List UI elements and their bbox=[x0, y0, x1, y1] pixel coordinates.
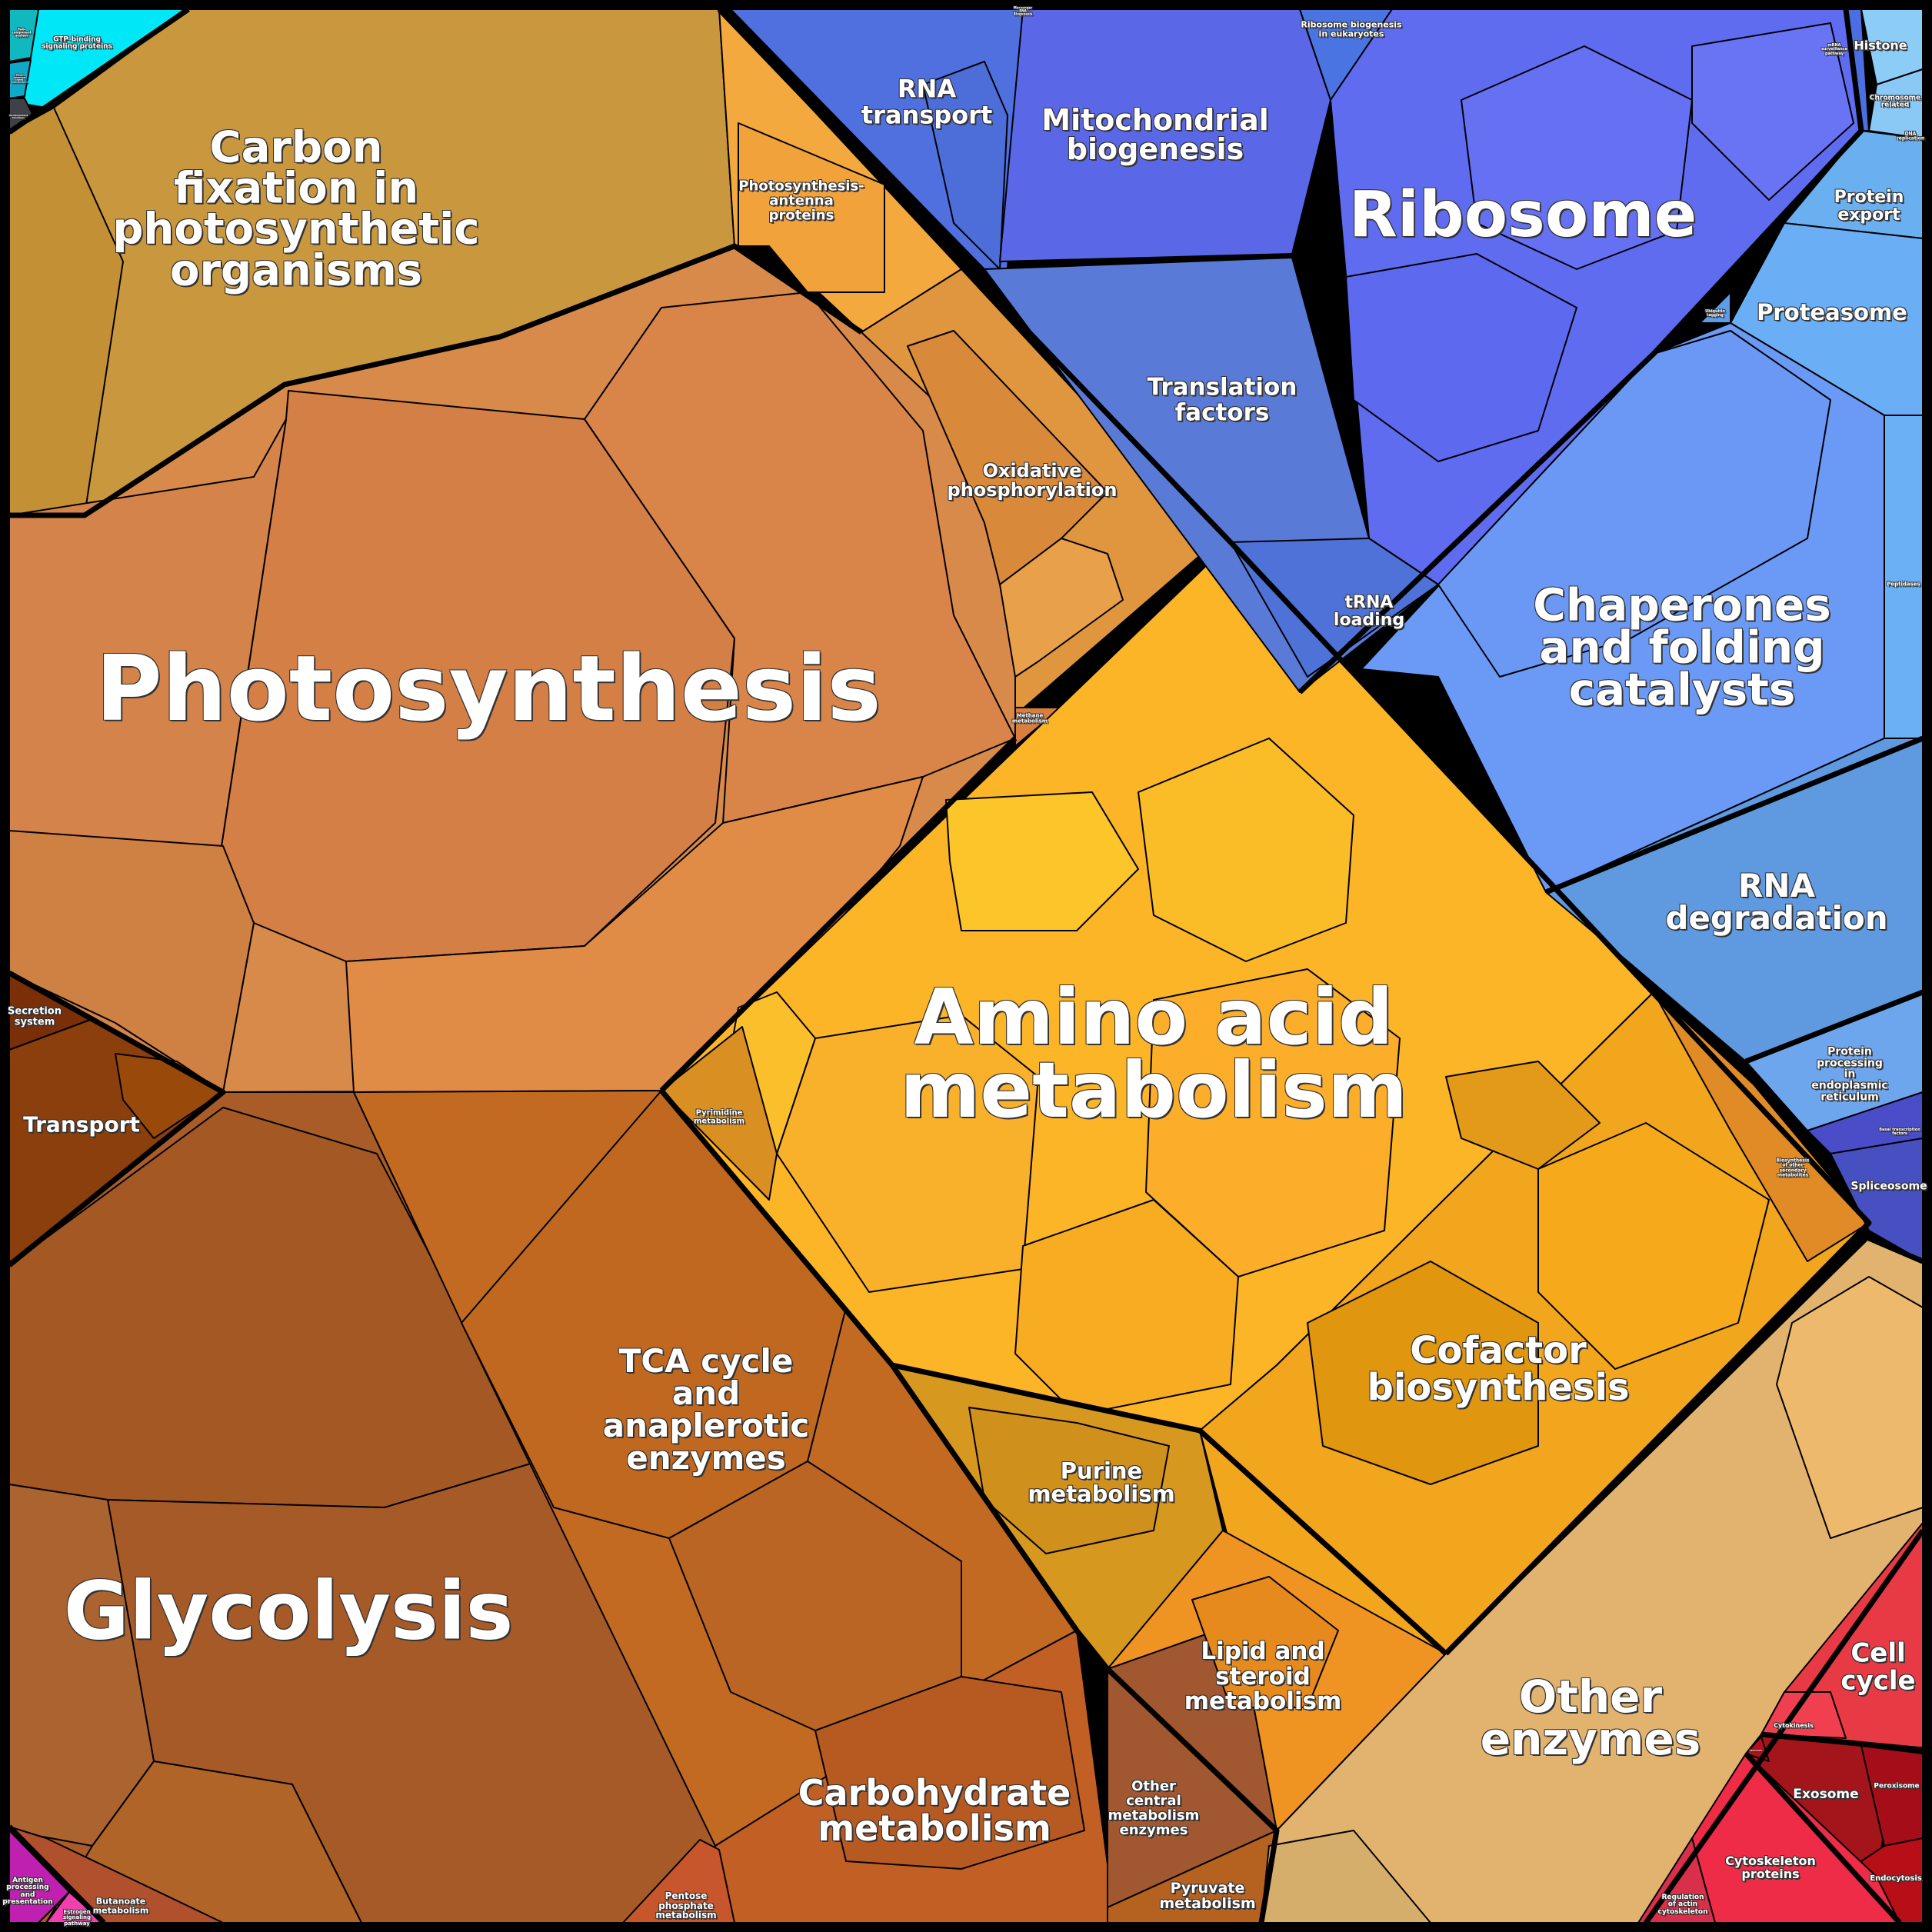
cell-photosynthesis-b[interactable] bbox=[584, 291, 1016, 824]
cell-aa-a[interactable] bbox=[945, 791, 1139, 931]
cell-aa-c[interactable] bbox=[1145, 968, 1401, 1277]
cell-pyrimidine-metabolism[interactable] bbox=[661, 1026, 778, 1201]
cell-ribosome-a[interactable] bbox=[1461, 45, 1693, 270]
cell-rna-transport-sub[interactable] bbox=[922, 61, 1008, 270]
cell-cofactor-a[interactable] bbox=[1307, 1261, 1539, 1485]
cell-cofactor-b[interactable] bbox=[1537, 1122, 1770, 1370]
cell-cofactor-c[interactable] bbox=[1445, 1061, 1601, 1170]
cell-chaperones-sub[interactable] bbox=[1437, 330, 1831, 678]
cell-ribosome-b[interactable] bbox=[1345, 253, 1577, 462]
cell-oxidative-sub2[interactable] bbox=[999, 538, 1124, 678]
cell-aa-e[interactable] bbox=[1014, 1199, 1239, 1416]
cell-carbohydrate-sub[interactable] bbox=[814, 1676, 1085, 1870]
cell-ribosome-c[interactable] bbox=[1691, 22, 1854, 201]
cell-mitochondrial-biogenesis[interactable] bbox=[999, 8, 1331, 262]
cell-peptidases[interactable] bbox=[1884, 415, 1924, 739]
cell-aa-b[interactable] bbox=[1138, 738, 1354, 962]
cell-secondary-metabolites[interactable] bbox=[1653, 991, 1870, 1262]
cell-lipid-sub[interactable] bbox=[1191, 1576, 1339, 1708]
